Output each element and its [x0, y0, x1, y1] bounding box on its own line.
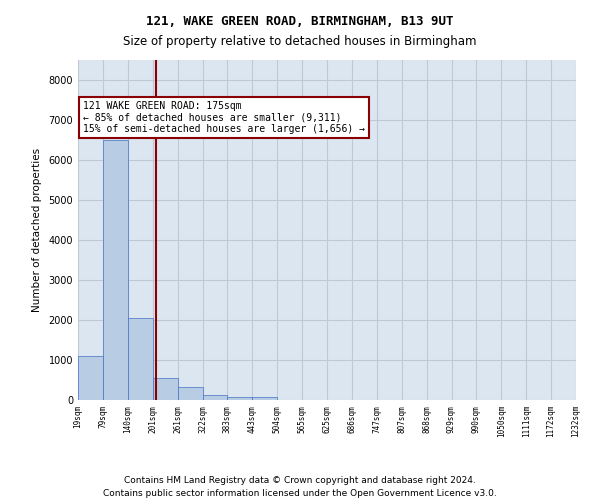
Y-axis label: Number of detached properties: Number of detached properties	[32, 148, 41, 312]
Bar	[103, 140, 128, 400]
Bar	[227, 397, 253, 400]
Text: 121 WAKE GREEN ROAD: 175sqm
← 85% of detached houses are smaller (9,311)
15% of : 121 WAKE GREEN ROAD: 175sqm ← 85% of det…	[83, 101, 365, 134]
Bar	[128, 318, 153, 400]
Bar	[203, 395, 227, 400]
Text: Contains HM Land Registry data © Crown copyright and database right 2024.: Contains HM Land Registry data © Crown c…	[124, 476, 476, 485]
Bar	[253, 397, 277, 400]
Text: 121, WAKE GREEN ROAD, BIRMINGHAM, B13 9UT: 121, WAKE GREEN ROAD, BIRMINGHAM, B13 9U…	[146, 15, 454, 28]
Bar	[178, 387, 203, 400]
Bar	[78, 356, 103, 400]
Text: Size of property relative to detached houses in Birmingham: Size of property relative to detached ho…	[123, 35, 477, 48]
Bar	[153, 378, 178, 400]
Text: Contains public sector information licensed under the Open Government Licence v3: Contains public sector information licen…	[103, 488, 497, 498]
